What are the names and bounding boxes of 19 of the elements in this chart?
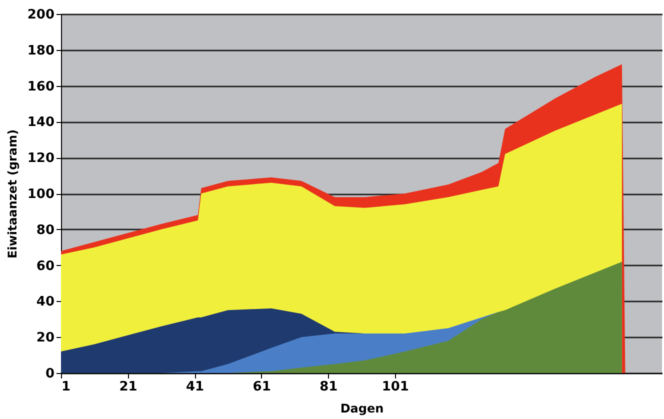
y-tick-label: 200 — [27, 8, 54, 22]
y-tick-label: 80 — [36, 222, 54, 238]
y-tick-label: 180 — [27, 43, 54, 58]
y-tick-label: 160 — [27, 79, 54, 94]
y-tick-label: 100 — [27, 187, 54, 202]
x-tick-label: 61 — [252, 380, 271, 394]
y-axis-title: Eiwitaanzet (gram) — [5, 129, 20, 259]
y-tick-label: 40 — [36, 294, 54, 310]
x-tick-label: 41 — [186, 380, 204, 394]
y-tick-label: 140 — [27, 115, 54, 130]
x-tick-label: 21 — [119, 380, 138, 394]
y-tick-label: 120 — [27, 151, 54, 166]
y-tick-label: 60 — [36, 258, 54, 274]
x-tick-label: 101 — [382, 380, 409, 394]
x-tick-label: 1 — [62, 380, 71, 394]
x-tick-label: 81 — [320, 380, 338, 394]
y-tick-label: 0 — [45, 366, 54, 382]
x-axis-title: Dagen — [340, 402, 384, 416]
y-tick-label: 20 — [36, 330, 54, 346]
